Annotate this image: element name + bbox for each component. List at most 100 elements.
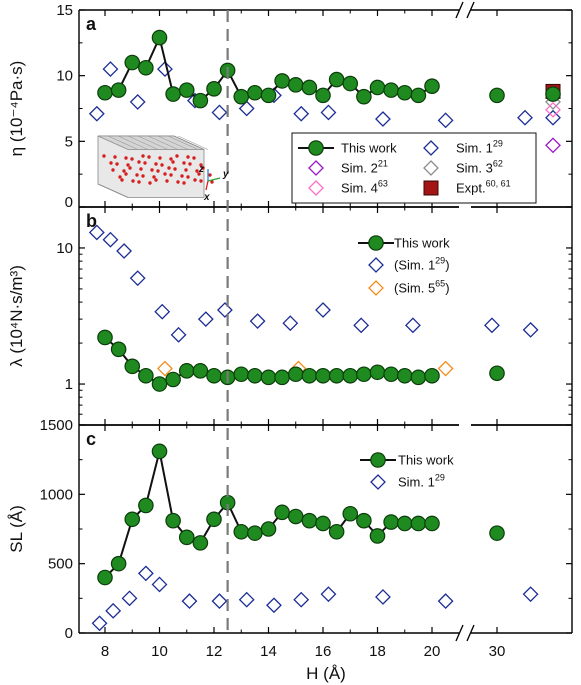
water-molecule <box>111 168 115 172</box>
data-point <box>368 257 384 273</box>
water-molecule <box>167 166 171 170</box>
data-point <box>383 366 399 383</box>
water-molecule <box>180 174 184 178</box>
data-point <box>308 140 324 156</box>
data-point <box>238 591 255 608</box>
y-tick-label: 1 <box>65 376 73 393</box>
data-point <box>375 111 391 127</box>
data-point <box>293 591 310 608</box>
data-point <box>369 364 386 381</box>
data-point <box>293 105 310 122</box>
data-point <box>383 82 399 98</box>
water-molecule <box>154 178 158 182</box>
legend-reference: 29 <box>435 473 445 483</box>
data-point <box>157 61 173 78</box>
axis-arrow <box>207 177 221 182</box>
legend-a: This work Sim. 129 Sim. 221 Sim. 362 Sim. 46… <box>291 132 537 204</box>
y-tick-label: 15 <box>56 2 73 19</box>
series <box>88 224 539 343</box>
data-point <box>91 615 108 632</box>
data-point <box>328 71 345 88</box>
axis-arrow <box>205 180 209 191</box>
y-tick-label: 1500 <box>40 417 73 434</box>
data-point <box>287 508 304 525</box>
x-tick-label: 20 <box>424 643 441 660</box>
water-molecule <box>137 160 141 164</box>
water-molecule <box>137 180 141 184</box>
data-point <box>320 586 337 603</box>
data-point <box>545 137 561 154</box>
legend-paren: ) <box>445 258 449 273</box>
data-point <box>102 231 119 248</box>
data-point <box>110 555 127 572</box>
water-molecule <box>182 161 186 165</box>
water-molecule <box>197 172 201 176</box>
water-molecule <box>199 163 203 167</box>
data-point <box>137 565 154 582</box>
water-molecule <box>165 179 169 183</box>
water-molecule <box>186 175 190 179</box>
data-point <box>206 81 222 97</box>
data-point <box>206 367 222 384</box>
data-point <box>423 160 439 176</box>
water-molecule <box>154 162 158 166</box>
series <box>91 565 539 632</box>
water-molecule <box>109 161 113 165</box>
lattice-line <box>137 135 169 150</box>
water-molecule <box>175 154 179 158</box>
data-point <box>301 512 318 529</box>
water-molecule <box>182 181 186 185</box>
legend-label: Sim. 129 <box>398 473 445 490</box>
y-axis-label: η (10⁻⁴Pa·s) <box>7 61 26 157</box>
legend-label: Sim. 129 <box>456 139 503 156</box>
water-molecule <box>147 155 151 159</box>
water-molecule <box>141 174 145 178</box>
data-point <box>192 92 209 109</box>
data-point <box>301 79 318 96</box>
legend-label: This work <box>398 453 454 468</box>
data-point <box>369 79 386 96</box>
data-point <box>192 363 209 379</box>
panel-letter: a <box>86 14 97 34</box>
water-molecule <box>115 162 119 166</box>
data-point <box>116 243 132 259</box>
water-molecule <box>188 162 192 166</box>
lattice-line <box>177 135 209 150</box>
y-tick-label: 10 <box>56 240 73 257</box>
axis-break-mask <box>459 1 471 19</box>
data-point <box>178 363 195 379</box>
data-point <box>110 341 127 358</box>
legend-reference: 29 <box>435 256 445 266</box>
data-point <box>370 452 386 468</box>
data-point <box>178 529 195 546</box>
data-point <box>233 88 250 105</box>
data-point <box>424 78 440 94</box>
legend-label: This work <box>394 236 450 251</box>
legend-box <box>291 132 537 204</box>
data-point <box>124 511 141 528</box>
water-molecule <box>156 169 160 173</box>
axis-break-mark <box>455 624 464 642</box>
data-point <box>353 317 370 334</box>
data-point <box>266 597 282 614</box>
data-point <box>423 180 439 196</box>
legend-reference: 60, 61 <box>486 179 511 189</box>
water-molecule <box>113 155 117 159</box>
data-point <box>274 369 290 386</box>
legend-label: Sim. 463 <box>341 179 388 196</box>
data-point <box>410 369 427 386</box>
series-line <box>104 451 432 579</box>
data-point <box>396 515 413 532</box>
data-point <box>489 87 505 104</box>
data-point <box>517 109 533 126</box>
water-molecule <box>184 168 188 172</box>
data-point <box>170 326 187 343</box>
data-point <box>287 366 304 383</box>
data-point <box>151 376 168 392</box>
water-molecule <box>143 161 147 165</box>
water-molecule <box>208 173 212 177</box>
water-molecule <box>135 173 139 177</box>
data-point <box>181 593 198 610</box>
